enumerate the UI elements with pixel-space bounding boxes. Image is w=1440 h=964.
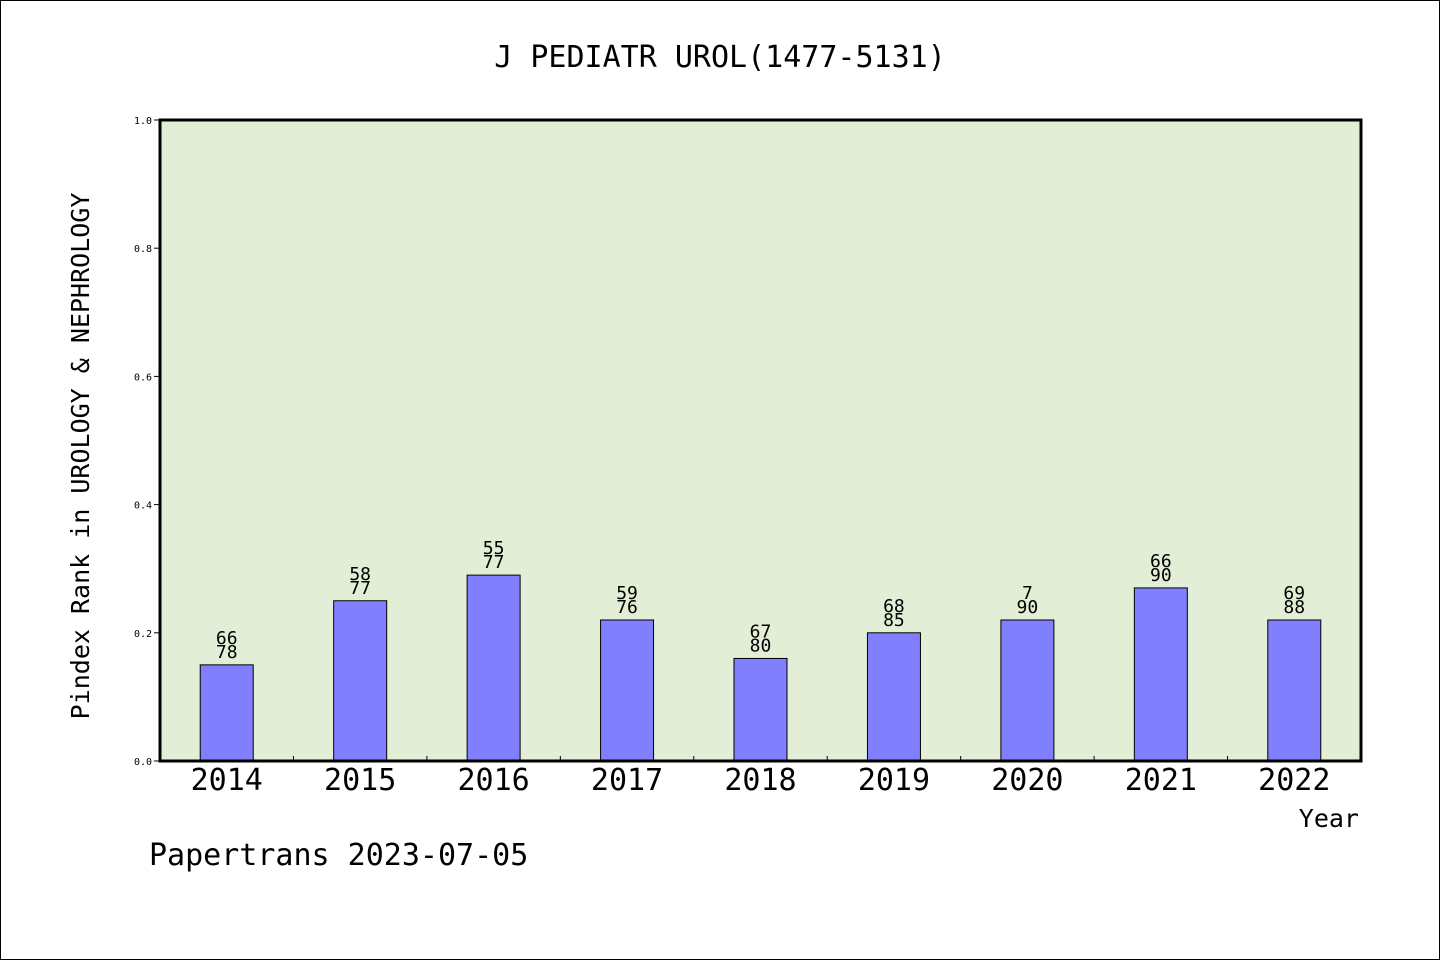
- x-tick-label: 2017: [591, 763, 663, 798]
- x-tick-label: 2015: [324, 763, 396, 798]
- bar: [600, 619, 655, 762]
- bar: [866, 632, 921, 762]
- x-tick-label: 2022: [1258, 763, 1330, 798]
- y-tick-label: 1.0: [134, 116, 152, 127]
- footer-credit: Papertrans 2023-07-05: [149, 838, 528, 873]
- bar: [1267, 619, 1322, 762]
- x-tick-label: 2021: [1125, 763, 1197, 798]
- bar-label-top: 69: [1283, 583, 1305, 604]
- y-tick-label: 0.6: [134, 372, 152, 383]
- y-tick-label: 0.2: [134, 629, 152, 640]
- y-axis-label: Pindex Rank in UROLOGY & NEPHROLOGY: [66, 193, 95, 720]
- bar-label-top: 59: [616, 583, 638, 604]
- bar-label-bottom: 90: [1150, 565, 1172, 586]
- bar: [733, 657, 788, 762]
- bar-label-top: 7: [1022, 583, 1033, 604]
- x-tick-label: 2020: [991, 763, 1063, 798]
- bar-label-bottom: 77: [349, 578, 371, 599]
- bar-label-top: 58: [349, 564, 371, 585]
- x-tick-label: 2016: [457, 763, 529, 798]
- bar-label-bottom: 76: [616, 597, 638, 618]
- bar-label-bottom: 77: [483, 552, 505, 573]
- bar-label-top: 66: [1150, 551, 1172, 572]
- y-tick-label: 0.0: [134, 757, 152, 768]
- bar-label-bottom: 90: [1017, 597, 1039, 618]
- bar: [333, 600, 388, 762]
- bar-label-bottom: 88: [1283, 597, 1305, 618]
- bar: [466, 574, 521, 762]
- x-axis-label: Year: [1299, 804, 1359, 833]
- bar-label-top: 67: [750, 621, 772, 642]
- bar-label-bottom: 78: [216, 642, 238, 663]
- bar-label-top: 55: [483, 538, 505, 559]
- bar-label-top: 66: [216, 628, 238, 649]
- bar-label-bottom: 85: [883, 610, 905, 631]
- bar: [1000, 619, 1055, 762]
- bar: [1133, 587, 1188, 762]
- x-tick-label: 2018: [724, 763, 796, 798]
- x-tick-label: 2014: [191, 763, 263, 798]
- chart-title: J PEDIATR UROL(1477-5131): [494, 40, 946, 75]
- bar-label-top: 68: [883, 596, 905, 617]
- bar: [199, 664, 254, 762]
- y-tick-label: 0.8: [134, 244, 152, 255]
- x-tick-label: 2019: [858, 763, 930, 798]
- plot-border: [158, 118, 1363, 763]
- bar-label-bottom: 80: [750, 635, 772, 656]
- y-tick-label: 0.4: [134, 501, 152, 512]
